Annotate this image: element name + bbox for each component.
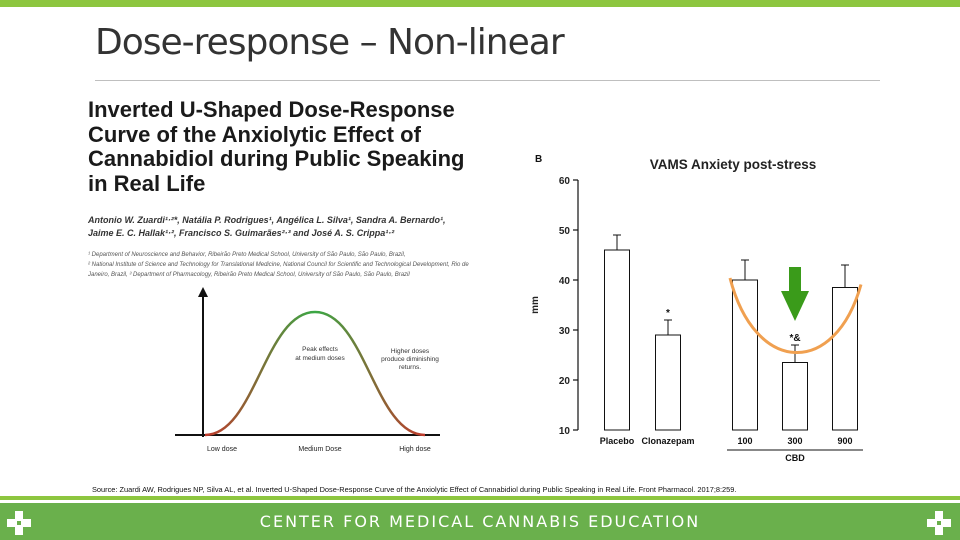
y-tick-label: 40 (559, 276, 571, 287)
footer-bar: CENTER FOR MEDICAL CANNABIS EDUCATION (0, 503, 960, 540)
paper-affiliations: ¹ Department of Neuroscience and Behavio… (88, 250, 488, 280)
footer-accent-bar (0, 496, 960, 500)
y-tick-label: 50 (559, 226, 571, 237)
y-tick-label: 10 (559, 426, 571, 437)
y-axis-label: mm (530, 296, 541, 314)
cross-logo-icon (927, 511, 951, 535)
authors-line: Jaime E. C. Hallak¹·², Francisco S. Guim… (88, 228, 395, 238)
bar (732, 279, 758, 431)
category-label: 900 (837, 436, 852, 446)
u-curve-overlay (728, 277, 863, 354)
significance-marker: * (666, 308, 670, 319)
title-divider (95, 80, 880, 81)
bar (655, 334, 681, 431)
y-tick-label: 30 (559, 326, 571, 337)
y-tick-label: 60 (559, 176, 571, 187)
vams-bar-chart: B VAMS Anxiety post-stress mm 60 50 40 30 20… (530, 154, 863, 463)
affiliation: ² National Institute of Science and Tech… (88, 262, 469, 278)
chart-title: VAMS Anxiety post-stress (650, 157, 817, 172)
affiliation: ¹ Department of Neuroscience and Behavio… (88, 252, 406, 258)
inverted-u-diagram: Peak effects at medium doses Higher dose… (175, 287, 440, 453)
peak-label: at medium doses (295, 355, 345, 362)
y-tick-label: 20 (559, 376, 571, 387)
footer-title: CENTER FOR MEDICAL CANNABIS EDUCATION (259, 512, 701, 531)
down-arrow-icon (789, 267, 801, 291)
bar (832, 287, 858, 431)
high-dose-note: produce diminishing (381, 356, 439, 363)
source-citation: Source: Zuardi AW, Rodrigues NP, Silva A… (92, 485, 737, 494)
panel-label: B (535, 154, 542, 165)
high-dose-note: returns. (399, 364, 421, 371)
bar (604, 249, 630, 431)
high-dose-note: Higher doses (391, 348, 430, 355)
y-axis-arrow-icon (198, 287, 208, 297)
paper-title-line: Cannabidiol during Public Speaking (88, 146, 465, 171)
category-label: Clonazepam (641, 436, 694, 446)
paper-header: Inverted U-Shaped Dose-Response Curve of… (88, 97, 508, 280)
x-label-mid: Medium Dose (298, 446, 341, 453)
x-label-low: Low dose (207, 446, 237, 453)
category-label: 300 (787, 436, 802, 446)
bar (782, 362, 808, 431)
paper-title-line: Inverted U-Shaped Dose-Response (88, 97, 455, 122)
down-arrow-icon (781, 291, 809, 321)
top-accent-bar (0, 0, 960, 7)
cross-logo-icon (7, 511, 31, 535)
category-label: Placebo (600, 436, 635, 446)
inverted-u-curve (204, 310, 426, 437)
x-label-high: High dose (399, 446, 431, 453)
peak-label: Peak effects (302, 346, 338, 353)
paper-title-line: in Real Life (88, 170, 206, 196)
slide-title: Dose-response – Non-linear (95, 22, 565, 63)
authors-line: Antonio W. Zuardi¹·²*, Natália P. Rodrig… (88, 215, 446, 225)
group-label: CBD (785, 453, 805, 463)
paper-authors: Antonio W. Zuardi¹·²*, Natália P. Rodrig… (88, 214, 508, 240)
paper-title-line: Curve of the Anxiolytic Effect of (88, 121, 421, 147)
paper-title: Inverted U-Shaped Dose-Response Curve of… (88, 97, 508, 196)
category-label: 100 (737, 436, 752, 446)
significance-marker: *& (789, 333, 800, 344)
